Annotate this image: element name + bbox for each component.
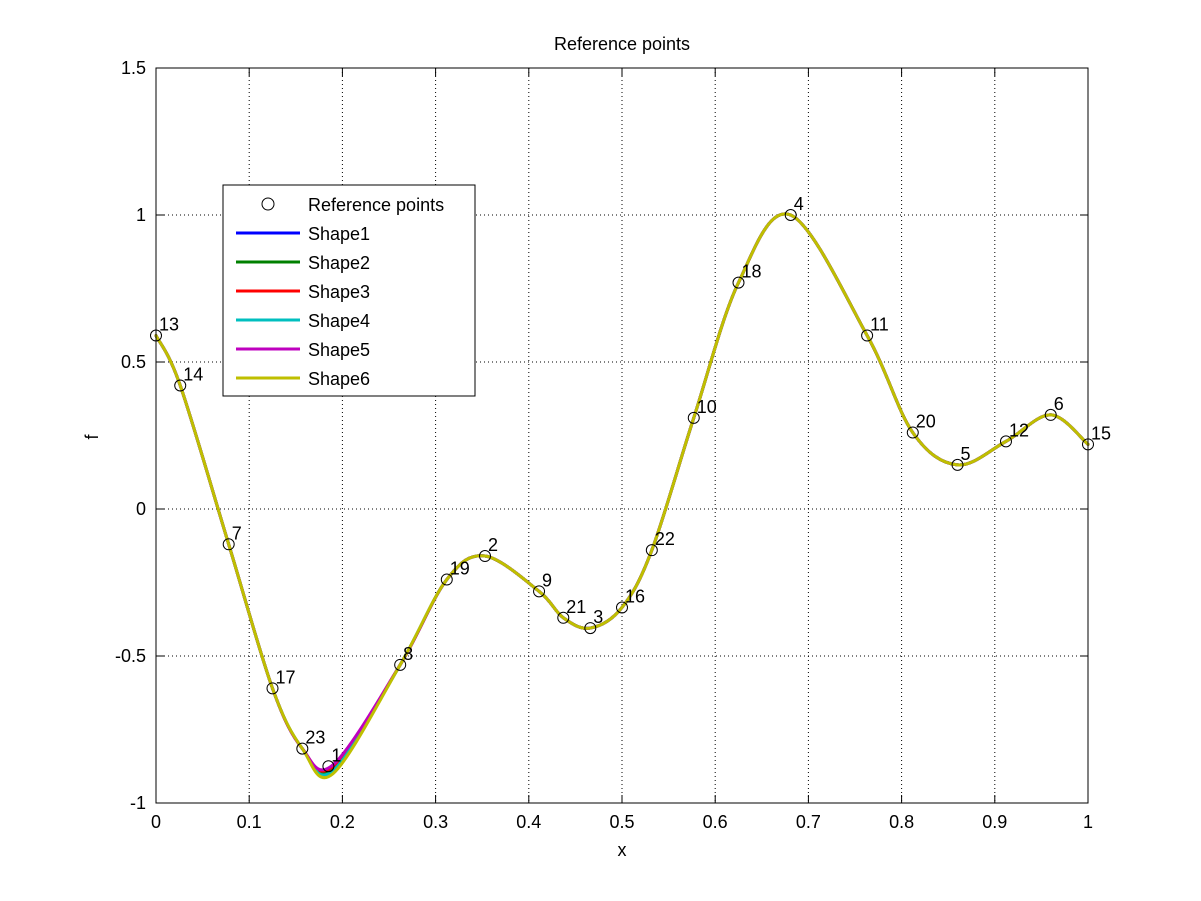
series-lines xyxy=(154,212,1090,780)
legend-label-shape5: Shape5 xyxy=(308,340,370,360)
x-axis-label: x xyxy=(618,840,627,860)
y-tick-label: -1 xyxy=(130,793,146,813)
chart-title: Reference points xyxy=(554,34,690,54)
reference-point-label: 7 xyxy=(232,523,242,543)
x-tick-label: 0.9 xyxy=(982,812,1007,832)
reference-points xyxy=(150,209,1094,773)
reference-point xyxy=(394,658,407,671)
reference-point-label: 17 xyxy=(276,667,296,687)
reference-point-label: 4 xyxy=(794,194,804,214)
reference-point xyxy=(687,411,700,424)
reference-point xyxy=(322,760,335,773)
reference-point xyxy=(906,426,919,439)
reference-point xyxy=(732,276,745,289)
x-tick-label: 0.6 xyxy=(703,812,728,832)
reference-point-label: 11 xyxy=(870,315,889,335)
x-tick-label: 0.5 xyxy=(609,812,634,832)
legend-label-shape3: Shape3 xyxy=(308,282,370,302)
reference-point-label: 21 xyxy=(566,597,586,617)
axis-ticks xyxy=(155,67,1089,804)
y-tick-label: 1.5 xyxy=(121,58,146,78)
reference-point xyxy=(557,611,570,624)
reference-point xyxy=(616,601,628,614)
series-line-shape6 xyxy=(154,212,1090,780)
reference-point xyxy=(645,544,658,557)
reference-point-label: 16 xyxy=(625,586,645,606)
reference-point-label: 19 xyxy=(450,559,470,579)
reference-point-label: 15 xyxy=(1091,423,1111,443)
reference-point xyxy=(861,329,874,342)
reference-point-label: 14 xyxy=(183,365,203,385)
reference-point-label: 3 xyxy=(593,607,603,627)
x-tick-label: 0.1 xyxy=(237,812,262,832)
reference-point xyxy=(174,379,187,392)
x-tick-label: 0.4 xyxy=(516,812,541,832)
reference-point-label: 18 xyxy=(742,262,762,282)
reference-point xyxy=(266,682,279,695)
reference-point-label: 13 xyxy=(159,315,179,335)
x-tick-labels: 0 0.1 0.2 0.3 0.4 0.5 0.6 0.7 0.8 0.9 1 xyxy=(151,812,1093,832)
reference-point xyxy=(951,458,964,471)
reference-point-label: 23 xyxy=(305,728,325,748)
y-tick-labels: -1 -0.5 0 0.5 1 1.5 xyxy=(115,58,146,813)
legend-label-shape1: Shape1 xyxy=(308,224,370,244)
legend-marker-reference xyxy=(261,197,275,211)
x-tick-label: 0.3 xyxy=(423,812,448,832)
x-tick-label: 0.7 xyxy=(796,812,821,832)
reference-point-label: 6 xyxy=(1054,394,1064,414)
x-tick-label: 0 xyxy=(151,812,161,832)
y-tick-label: -0.5 xyxy=(115,646,146,666)
x-tick-label: 1 xyxy=(1083,812,1093,832)
reference-point xyxy=(222,538,235,551)
reference-point-label: 2 xyxy=(488,535,498,555)
legend: Reference points Shape1Shape2Shape3Shape… xyxy=(222,184,476,397)
x-tick-label: 0.2 xyxy=(330,812,355,832)
y-tick-label: 1 xyxy=(136,205,146,225)
reference-point-label: 1 xyxy=(331,745,341,765)
reference-point xyxy=(533,585,546,598)
y-axis-label: f xyxy=(82,434,102,440)
y-tick-label: 0 xyxy=(136,499,146,519)
legend-label-shape4: Shape4 xyxy=(308,311,370,331)
reference-point xyxy=(296,742,309,755)
reference-point-label: 9 xyxy=(542,570,552,590)
x-tick-label: 0.8 xyxy=(889,812,914,832)
legend-series: Shape1 Shape2 Shape3 Shape4 Shape5 Shape6 xyxy=(236,224,370,389)
reference-point xyxy=(584,622,597,635)
reference-point-label: 10 xyxy=(697,397,717,417)
legend-label-shape6: Shape6 xyxy=(308,369,370,389)
reference-point-label: 5 xyxy=(961,444,971,464)
reference-point-label: 22 xyxy=(655,529,675,549)
reference-point xyxy=(784,209,797,221)
reference-point xyxy=(999,435,1012,448)
reference-point-label: 8 xyxy=(403,644,413,664)
reference-point xyxy=(478,550,491,563)
legend-label-reference: Reference points xyxy=(308,195,444,215)
reference-point-label: 12 xyxy=(1009,420,1029,440)
reference-point xyxy=(440,573,453,586)
reference-point-label: 20 xyxy=(916,412,936,432)
legend-label-shape2: Shape2 xyxy=(308,253,370,273)
y-tick-label: 0.5 xyxy=(121,352,146,372)
reference-point xyxy=(1044,408,1057,421)
